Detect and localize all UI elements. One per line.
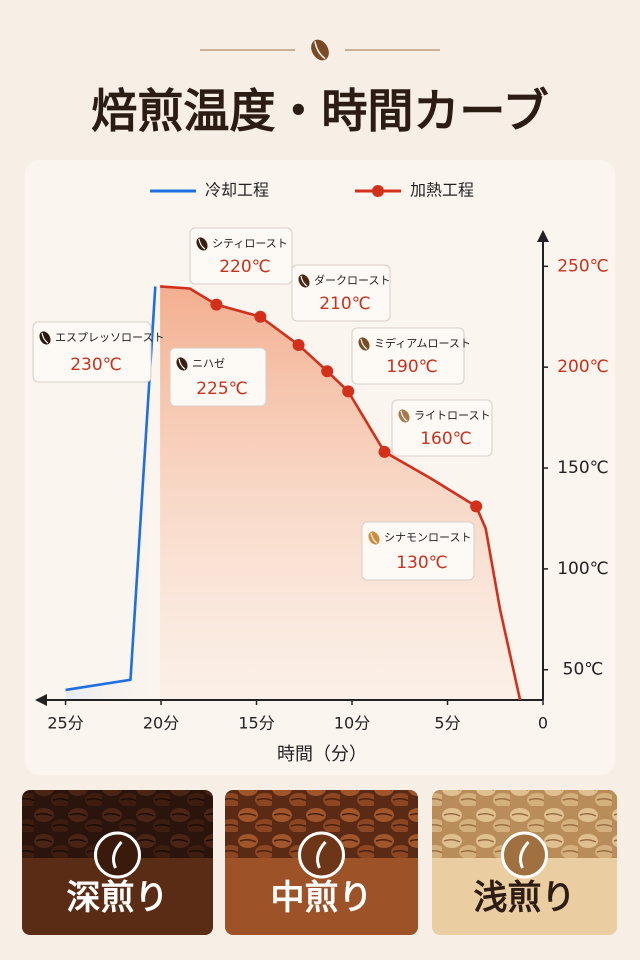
- card-icon-ring: [94, 831, 141, 879]
- x-tick-label: 0: [538, 714, 548, 733]
- page-title: 焙煎温度・時間カーブ: [91, 84, 548, 138]
- point-marker: [378, 445, 391, 458]
- bean-icon: [311, 39, 329, 61]
- bean-crease: [178, 358, 186, 370]
- annotation-name: ライトロースト: [414, 409, 490, 422]
- annotation-box: [32, 321, 152, 383]
- y-tick-label: 150℃: [557, 458, 609, 478]
- bean-crease: [300, 275, 308, 287]
- annotation-value: 230℃: [70, 355, 122, 375]
- chart: 50℃ 100℃ 150℃ 200℃ 250℃ 25分 20分 15分 10分 5分 0 時間（分） 冷…: [32, 181, 609, 765]
- bean-crease: [198, 238, 206, 250]
- annotation-value: 210℃: [319, 294, 371, 314]
- annotation-value: 190℃: [386, 357, 438, 377]
- card-icon-ring: [501, 831, 548, 879]
- bean-crease: [370, 532, 378, 544]
- annotation-value: 160℃: [420, 429, 472, 449]
- bean-icon: [398, 409, 410, 423]
- annotation-box: [391, 399, 493, 457]
- annotation-name: ミディアムロースト: [374, 336, 471, 350]
- bean-icon: [176, 357, 188, 371]
- point-marker: [254, 310, 267, 323]
- roast-level-label: 浅煎り: [474, 878, 576, 918]
- x-tick-label: 10分: [334, 714, 370, 733]
- y-tick-label: 50℃: [563, 660, 604, 680]
- roast-cards: 深煎り 中煎り 浅煎り: [22, 790, 617, 935]
- point-marker: [342, 385, 355, 398]
- bean-icon: [298, 274, 310, 288]
- bean-crease: [360, 338, 368, 350]
- point-marker: [321, 365, 334, 378]
- legend-marker: [372, 185, 384, 197]
- card-icon-crease: [519, 840, 530, 869]
- cooling-area: [65, 286, 156, 700]
- annotation-box: [189, 227, 293, 285]
- y-tick-label: 100℃: [557, 559, 609, 579]
- point-marker: [292, 338, 305, 351]
- annotation-name: ニハゼ: [192, 357, 225, 370]
- roast-level-label: 深煎り: [67, 878, 169, 918]
- annotation-name: シナモンロースト: [384, 531, 471, 544]
- y-axis-arrow: [537, 230, 549, 242]
- annotation-name: ダークロースト: [314, 273, 390, 287]
- x-axis-label: 時間（分）: [277, 744, 367, 765]
- x-tick-label: 15分: [238, 714, 274, 733]
- annotation-value: 130℃: [396, 553, 448, 573]
- bean-icon: [39, 331, 51, 345]
- bean-crease: [41, 332, 49, 344]
- bean-icon: [358, 337, 370, 351]
- annotation-box: [291, 264, 391, 322]
- point-marker: [210, 298, 223, 311]
- y-tick-label: 200℃: [557, 357, 609, 377]
- annotation-box: [361, 521, 475, 581]
- x-tick-label: 25分: [47, 714, 83, 733]
- point-marker: [470, 500, 483, 513]
- legend-label: 加熱工程: [410, 181, 474, 200]
- card-icon-crease: [316, 840, 327, 869]
- annotation-value: 225℃: [196, 379, 248, 399]
- card-icon-crease: [112, 840, 123, 869]
- annotation-name: エスプレッソロースト: [55, 331, 164, 344]
- legend-label: 冷却工程: [205, 181, 269, 200]
- annotation-name: シティロースト: [212, 237, 288, 250]
- annotation-value: 220℃: [219, 257, 271, 277]
- bean-icon: [368, 531, 380, 545]
- x-axis-arrow: [35, 694, 47, 706]
- series-line: [65, 286, 157, 692]
- bean-icon: [196, 237, 208, 251]
- x-tick-label: 20分: [143, 714, 179, 733]
- x-tick-label: 5分: [434, 714, 460, 733]
- annotation-box: [169, 347, 267, 407]
- bean-crease: [400, 410, 408, 422]
- y-tick-label: 250℃: [557, 256, 609, 276]
- card-icon-ring: [298, 831, 345, 879]
- annotation-box: [351, 327, 465, 385]
- roast-level-label: 中煎り: [271, 878, 373, 918]
